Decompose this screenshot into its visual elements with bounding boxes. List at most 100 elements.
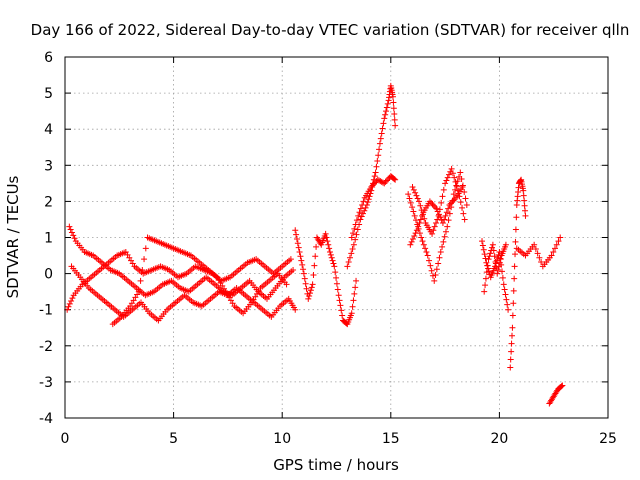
data-point <box>445 205 452 212</box>
data-point <box>495 266 502 273</box>
data-point <box>429 272 436 279</box>
data-point <box>451 174 458 181</box>
data-point <box>522 207 529 214</box>
data-point <box>307 287 314 294</box>
y-tick-label: 0 <box>44 267 53 283</box>
data-point <box>507 356 514 363</box>
data-points <box>64 82 566 407</box>
data-point <box>434 216 441 223</box>
y-tick-label: -4 <box>39 411 53 427</box>
data-point <box>372 169 379 176</box>
data-point <box>351 225 358 232</box>
data-point <box>329 257 336 264</box>
data-point <box>508 348 515 355</box>
data-point <box>504 301 511 308</box>
series-track-h <box>405 169 470 284</box>
data-point <box>390 99 397 106</box>
data-point <box>463 202 470 209</box>
data-point <box>351 290 358 297</box>
data-point <box>295 244 302 251</box>
data-point <box>437 248 444 255</box>
data-point <box>444 174 451 181</box>
data-point <box>426 257 433 264</box>
data-point <box>407 199 414 206</box>
data-point <box>459 204 466 211</box>
data-point <box>538 259 545 266</box>
y-tick-label: -3 <box>39 375 53 391</box>
data-point <box>377 178 384 185</box>
data-point <box>461 216 468 223</box>
data-point <box>359 210 366 217</box>
data-point <box>311 262 318 269</box>
data-point <box>322 230 329 237</box>
data-point <box>511 263 518 270</box>
data-point <box>352 221 359 228</box>
data-point <box>369 182 376 189</box>
data-point <box>430 227 437 234</box>
data-point <box>385 176 392 183</box>
data-point <box>349 246 356 253</box>
data-point <box>328 254 335 261</box>
data-point <box>487 250 494 257</box>
data-point <box>135 288 142 295</box>
series-track-b <box>66 223 297 302</box>
data-point <box>368 183 375 190</box>
data-point <box>287 256 294 263</box>
data-point <box>364 199 371 206</box>
x-axis-label: GPS time / hours <box>273 456 399 474</box>
data-point <box>359 202 366 209</box>
data-point <box>485 256 492 263</box>
data-point <box>333 274 340 281</box>
data-point <box>139 266 146 273</box>
data-point <box>449 199 456 206</box>
data-point <box>384 100 391 107</box>
plot-frame <box>64 56 609 419</box>
data-point <box>508 332 515 339</box>
data-point <box>496 248 503 255</box>
data-point <box>483 269 490 276</box>
data-point <box>348 234 355 241</box>
data-point <box>407 241 414 248</box>
data-point <box>490 247 497 254</box>
data-point <box>427 262 434 269</box>
data-point <box>417 216 424 223</box>
data-point <box>422 245 429 252</box>
data-point <box>501 286 508 293</box>
data-point <box>480 246 487 253</box>
data-point <box>494 254 501 261</box>
series-track-c <box>68 263 299 324</box>
data-point <box>510 300 517 307</box>
data-point <box>392 176 399 183</box>
x-tick-label: 15 <box>382 431 400 447</box>
data-point <box>416 198 423 205</box>
data-point <box>446 171 453 178</box>
data-point <box>309 281 316 288</box>
data-point <box>382 178 389 185</box>
data-point <box>447 168 454 175</box>
data-point <box>493 257 500 264</box>
y-tick-label: 6 <box>44 50 53 66</box>
data-point <box>296 248 303 255</box>
data-point <box>513 214 520 221</box>
data-point <box>412 189 419 196</box>
data-point <box>520 187 527 194</box>
data-point <box>512 238 519 245</box>
data-point <box>432 220 439 227</box>
data-point <box>376 140 383 147</box>
data-point <box>531 241 538 248</box>
data-point <box>502 291 509 298</box>
data-point <box>483 259 490 266</box>
data-point <box>550 248 557 255</box>
data-point <box>298 257 305 264</box>
data-point <box>349 303 356 310</box>
data-point <box>441 233 448 240</box>
data-point <box>509 324 516 331</box>
data-point <box>494 270 501 277</box>
data-point <box>141 256 148 263</box>
data-point <box>492 259 499 266</box>
data-point <box>370 181 377 188</box>
data-point <box>348 250 355 257</box>
data-point <box>374 157 381 164</box>
data-point <box>353 217 360 224</box>
data-point <box>508 340 515 347</box>
